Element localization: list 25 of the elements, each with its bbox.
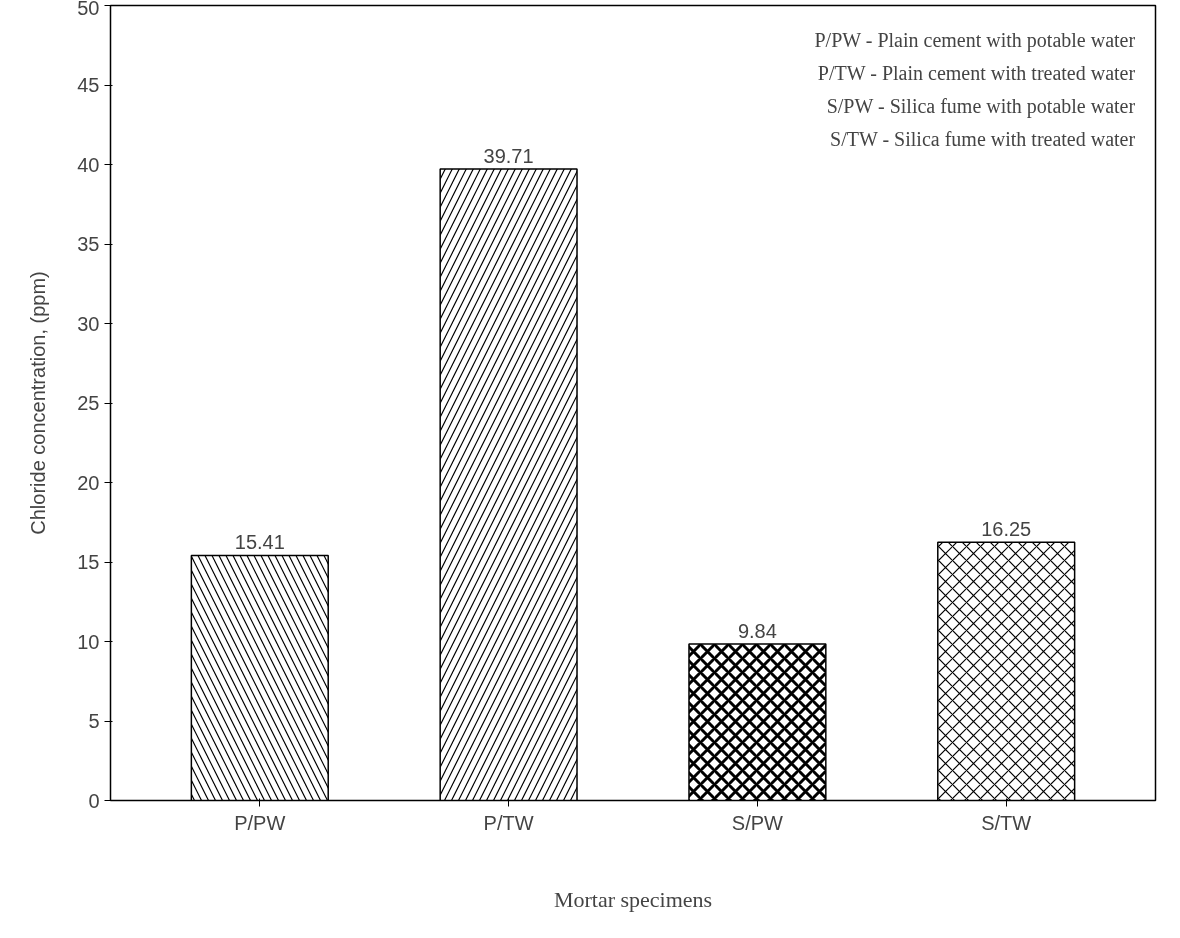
y-tick-label: 15 [77,551,100,573]
x-tick-label: P/TW [483,811,534,834]
data-label: 15.41 [234,531,285,554]
y-tick-label: 10 [77,630,100,653]
x-tick-label: S/PW [731,811,784,834]
annotation: S/PW - Silica fume with potable water [826,94,1136,118]
y-tick-label: 50 [77,0,100,19]
data-label: 16.25 [981,518,1032,541]
y-axis-title: Chloride concentration, (ppm) [27,271,50,535]
x-axis-title: Mortar specimens [553,886,713,912]
y-tick-label: 30 [77,312,100,335]
y-tick-label: 45 [77,74,100,96]
y-tick-label: 5 [88,710,100,732]
x-tick-label: P/PW [234,811,286,834]
y-tick-label: 20 [77,471,100,494]
annotation: P/TW - Plain cement with treated water [817,61,1136,84]
data-label: 39.71 [483,145,534,168]
y-tick-label: 0 [88,789,100,812]
x-tick-label: S/TW [981,811,1032,834]
data-label: 9.84 [737,620,777,643]
y-tick-label: 40 [77,153,100,176]
annotation: S/TW - Silica fume with treated water [830,127,1136,150]
y-tick-label: 35 [77,233,100,255]
annotation: P/PW - Plain cement with potable water [814,28,1136,52]
y-tick-label: 25 [77,392,100,414]
